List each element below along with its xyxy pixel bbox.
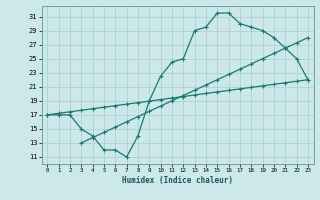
X-axis label: Humidex (Indice chaleur): Humidex (Indice chaleur): [122, 176, 233, 185]
